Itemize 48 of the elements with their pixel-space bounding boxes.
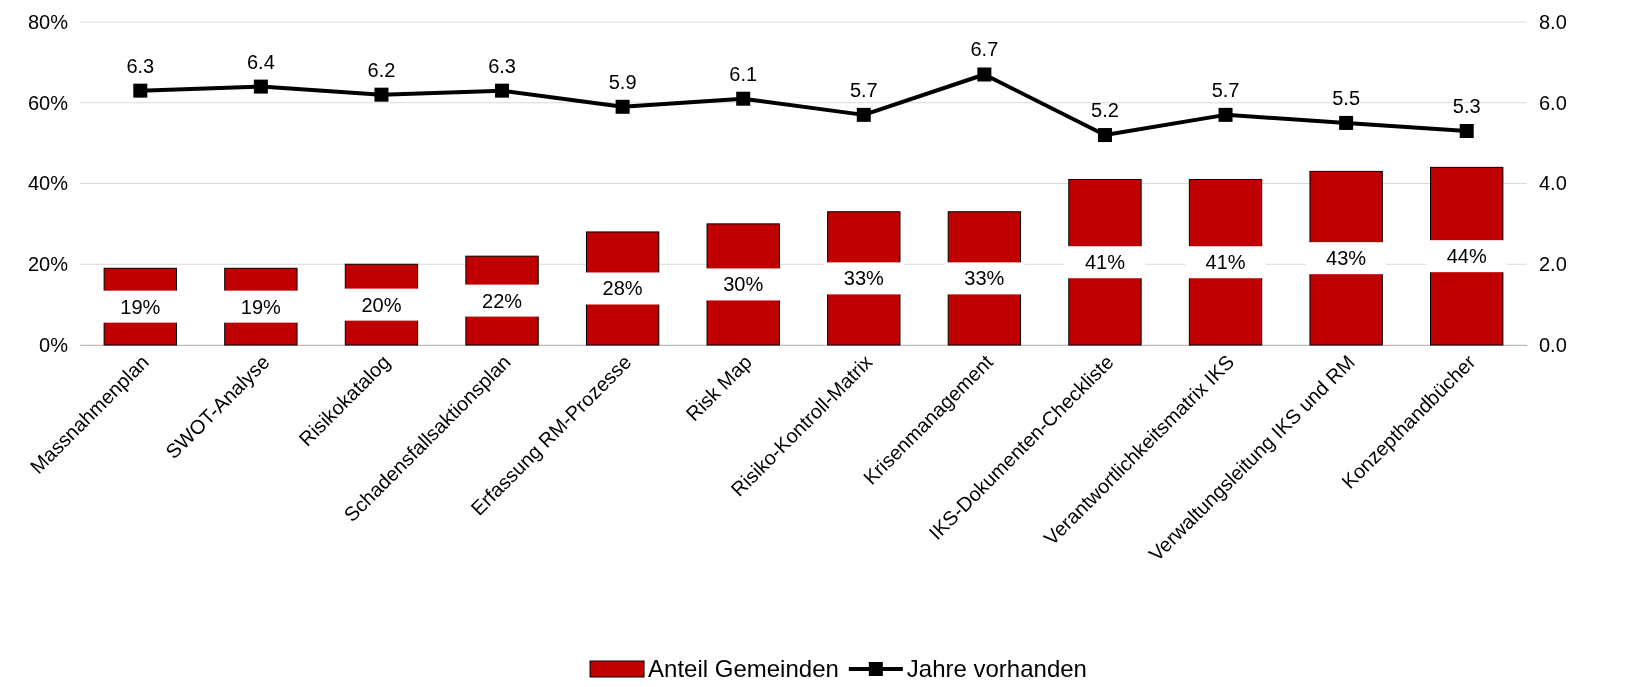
point: [615, 99, 630, 114]
legend-label: Jahre vorhanden: [906, 655, 1087, 682]
y-tick-label: 80%: [27, 10, 69, 33]
y2-tick-label: 0.0: [1539, 333, 1567, 356]
y2-tick-label: 2.0: [1539, 253, 1567, 276]
data-label: 19%: [240, 295, 282, 318]
point: [736, 91, 751, 106]
data-label: 41%: [1205, 251, 1246, 274]
y-tick-label: 20%: [27, 253, 69, 276]
data-label: 5.2: [1091, 99, 1119, 122]
data-label: 20%: [361, 293, 402, 316]
data-label: 22%: [482, 289, 523, 312]
data-label: 43%: [1326, 247, 1367, 270]
y2-tick-label: 8.0: [1539, 10, 1567, 33]
data-label: 5.5: [1332, 86, 1361, 109]
data-label: 33%: [843, 267, 885, 290]
point: [1097, 128, 1112, 143]
y-tick-label: 60%: [27, 91, 69, 114]
point: [253, 79, 268, 94]
point: [1459, 124, 1474, 139]
data-label: 5.7: [1211, 78, 1240, 101]
data-label: 6.4: [246, 50, 275, 73]
data-label: 33%: [964, 267, 1005, 290]
data-label: 6.2: [367, 58, 396, 81]
y2-tick-label: 6.0: [1539, 91, 1567, 114]
data-label: 30%: [723, 273, 764, 296]
data-label: 44%: [1446, 245, 1487, 268]
legend-label: Anteil Gemeinden: [648, 655, 839, 682]
data-label: 28%: [602, 277, 643, 300]
point: [977, 67, 992, 82]
data-label: 41%: [1084, 251, 1126, 274]
data-label: 5.3: [1452, 95, 1481, 118]
y2-tick-label: 4.0: [1539, 172, 1567, 195]
point: [1339, 115, 1354, 130]
data-label: 6.7: [970, 38, 999, 61]
data-label: 5.9: [608, 70, 637, 93]
data-label: 6.3: [488, 54, 516, 77]
y-tick-label: 40%: [27, 172, 69, 195]
point: [374, 87, 389, 102]
data-label: 6.1: [729, 62, 758, 85]
point: [856, 107, 871, 122]
data-label: 6.3: [126, 54, 155, 77]
point: [1218, 107, 1233, 122]
point: [495, 83, 510, 98]
data-label: 19%: [120, 295, 161, 318]
y-tick-label: 0%: [39, 333, 69, 356]
data-label: 5.7: [849, 78, 878, 101]
point: [133, 83, 148, 98]
